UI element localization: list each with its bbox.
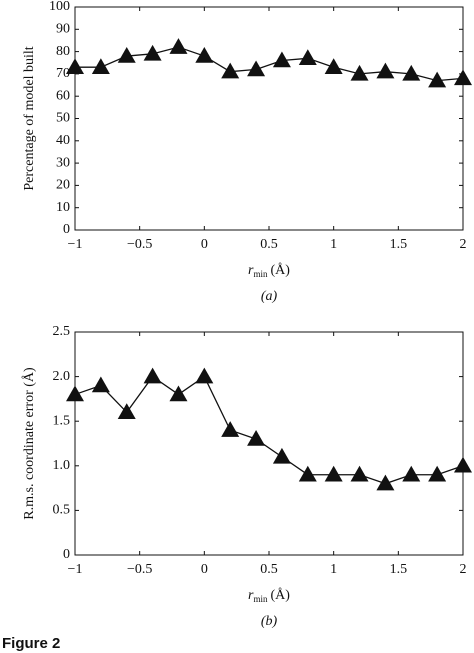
y-tick-label: 2.5 [53, 324, 71, 339]
x-tick-label: 0.5 [260, 237, 278, 252]
x-tick-label: 1.5 [390, 237, 408, 252]
triangle-marker [221, 421, 240, 437]
data-line [74, 375, 464, 485]
y-tick-label: 1.0 [53, 458, 71, 473]
triangle-marker [91, 376, 110, 393]
y-tick-label: 50 [56, 111, 70, 126]
y-tick-label: 40 [56, 133, 70, 148]
triangle-marker [247, 60, 266, 77]
x-tick-label: 1 [330, 237, 337, 252]
x-label-unit: (Å) [271, 262, 291, 278]
x-label-subscript: min [254, 594, 269, 604]
triangle-marker [324, 465, 343, 482]
triangle-marker [376, 62, 395, 79]
x-label-subscript: min [254, 269, 269, 279]
x-axis-label: rmin (Å) [248, 262, 290, 279]
triangle-marker [324, 58, 343, 74]
triangle-marker [272, 447, 291, 464]
x-tick-label: −0.5 [127, 562, 152, 577]
triangle-marker [195, 367, 214, 384]
figure-label: Figure 2 [2, 635, 60, 652]
x-tick-label: 0 [201, 562, 208, 577]
triangle-marker [298, 465, 317, 482]
plot-frame [74, 6, 464, 231]
y-tick-label: 70 [56, 66, 70, 81]
triangle-marker [350, 465, 369, 482]
y-tick-label: 100 [49, 0, 70, 14]
y-axis-label: R.m.s. coordinate error (Å) [21, 367, 37, 520]
triangle-marker [428, 71, 447, 88]
y-tick-label: 0 [63, 547, 70, 562]
triangle-marker [221, 62, 240, 79]
x-tick-label: 1 [330, 562, 337, 577]
triangle-marker [143, 44, 162, 61]
x-tick-label: −0.5 [127, 237, 152, 252]
triangle-marker [117, 47, 136, 63]
x-tick-label: 0 [201, 237, 208, 252]
x-label-symbol: r [248, 263, 254, 278]
triangle-marker [66, 58, 84, 74]
y-tick-label: 60 [56, 88, 70, 103]
triangle-marker [376, 474, 395, 491]
x-label-unit: (Å) [271, 587, 291, 603]
y-tick-label: 0 [63, 222, 70, 237]
y-tick-label: 1.5 [53, 413, 71, 428]
y-tick-label: 30 [56, 155, 70, 170]
triangle-marker [402, 465, 421, 482]
triangle-marker [428, 465, 447, 482]
triangle-marker [117, 403, 136, 420]
triangle-marker [272, 51, 291, 68]
triangle-marker [454, 456, 472, 473]
y-tick-label: 80 [56, 44, 70, 59]
x-tick-label: −1 [68, 562, 83, 577]
y-tick-label: 0.5 [53, 503, 71, 518]
triangle-marker [169, 38, 188, 54]
caption: (b) [261, 614, 278, 629]
x-tick-label: 1.5 [390, 562, 408, 577]
x-tick-label: 2 [460, 562, 467, 577]
triangle-marker [350, 64, 369, 81]
triangle-marker [402, 64, 421, 81]
x-tick-label: −1 [68, 237, 83, 252]
triangle-marker [195, 47, 214, 63]
caption: (a) [261, 289, 278, 304]
plot-frame [74, 331, 464, 556]
triangle-marker [454, 69, 472, 86]
y-axis-label: Percentage of model built [22, 46, 37, 190]
y-tick-label: 20 [56, 178, 70, 193]
x-label-symbol: r [248, 588, 254, 603]
triangle-marker [66, 385, 84, 402]
x-axis-label: rmin (Å) [248, 587, 290, 604]
x-tick-label: 2 [460, 237, 467, 252]
triangle-marker [247, 430, 266, 446]
triangle-marker [298, 49, 317, 66]
x-tick-label: 0.5 [260, 562, 278, 577]
y-tick-label: 10 [56, 200, 70, 215]
triangle-marker [143, 367, 162, 384]
data-line [75, 46, 464, 82]
y-tick-label: 90 [56, 22, 70, 37]
triangle-marker [91, 58, 110, 74]
y-tick-label: 2.0 [53, 369, 71, 384]
triangle-marker [169, 385, 188, 402]
